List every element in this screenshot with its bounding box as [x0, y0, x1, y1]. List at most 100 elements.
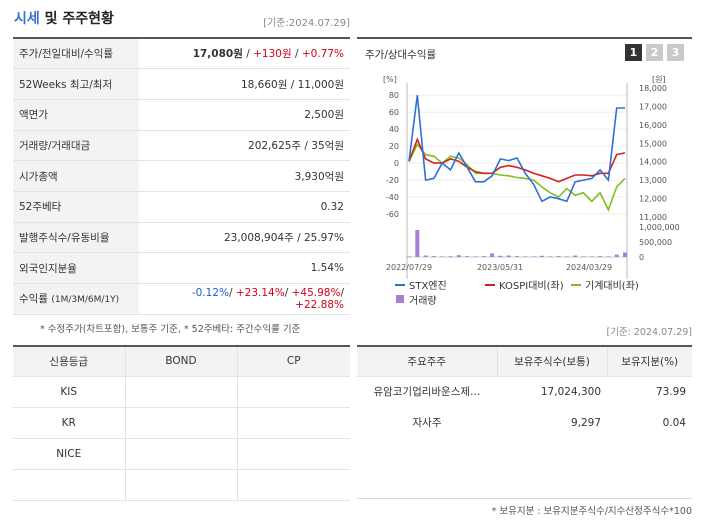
- section-title-sub: 및 주주현황: [39, 11, 114, 27]
- section-header: 시세 및 주주현황 [기준:2024.07.29]: [14, 8, 350, 36]
- col-header: 주요주주: [357, 345, 498, 377]
- cp-rating: [237, 469, 350, 501]
- volume-bar: [506, 255, 511, 257]
- bond-rating: [125, 469, 238, 501]
- row-value: 2,500원: [139, 99, 350, 131]
- table-row: 액면가 2,500원: [13, 99, 350, 131]
- right-tick-label: 14,000: [639, 158, 667, 167]
- separator: /: [228, 286, 236, 299]
- chart-tab-3[interactable]: 3: [667, 44, 684, 61]
- market-info-table: 주가/전일대비/수익률 17,080원 / +130원 / +0.77% 52W…: [13, 37, 350, 315]
- right-tick-label: 13,000: [639, 176, 667, 185]
- row-label: 액면가: [13, 99, 139, 131]
- right-tick-label: 11,000: [639, 213, 667, 222]
- returns-values: -0.12%/ +23.14%/ +45.98%/ +22.88%: [139, 283, 350, 315]
- table-row: 자사주 9,297 0.04: [357, 407, 692, 438]
- volume-bar: [581, 256, 586, 257]
- returns-label: 수익률: [19, 293, 48, 306]
- chart-tab-1[interactable]: 1: [625, 44, 642, 61]
- agency: [13, 469, 126, 501]
- bond-rating: [125, 376, 238, 408]
- volume-bar: [490, 253, 495, 257]
- left-tick-label: -40: [386, 193, 399, 202]
- table-header-row: 신용등급 BOND CP: [13, 345, 350, 377]
- right-axis-unit: [원]: [652, 75, 666, 84]
- left-tick-label: 80: [389, 91, 399, 100]
- chart-tab-2[interactable]: 2: [646, 44, 663, 61]
- volume-bar: [415, 230, 420, 257]
- row-value: 202,625주 / 35억원: [139, 130, 350, 162]
- volume-bar: [606, 256, 611, 257]
- left-tick-label: 60: [389, 108, 399, 117]
- volume-bar: [473, 256, 478, 257]
- reference-date-2: [기준: 2024.07.29]: [606, 327, 692, 338]
- table-row: 시가총액 3,930억원: [13, 160, 350, 192]
- separator: /: [284, 286, 292, 299]
- col-header: 신용등급: [13, 345, 126, 377]
- row-label: 발행주식수/유동비율: [13, 222, 139, 254]
- volume-bar: [431, 256, 436, 257]
- row-value: 3,930억원: [139, 160, 350, 192]
- table-row: KIS: [13, 376, 350, 408]
- row-value: 23,008,904주 / 25.97%: [139, 222, 350, 254]
- row-label: 주가/전일대비/수익률: [13, 37, 139, 70]
- table-row: 발행주식수/유동비율 23,008,904주 / 25.97%: [13, 222, 350, 254]
- holder-shares: 17,024,300: [540, 385, 601, 398]
- holder-shares: 9,297: [570, 416, 601, 429]
- volume-bar: [448, 256, 453, 257]
- table-row: 거래량/거래대금 202,625주 / 35억원: [13, 130, 350, 162]
- table-row: 52주베타 0.32: [13, 191, 350, 223]
- volume-bar: [573, 255, 578, 257]
- volume-bar: [556, 256, 561, 257]
- return-3m: +23.14%: [235, 286, 285, 299]
- price-return-chart: [%] [원] 80 60 40 20 0 -20 -40 -60 18,000 17,000 16,0…: [383, 75, 680, 307]
- table-header-row: 주요주주 보유주식수(보통) 보유지분(%): [357, 345, 692, 377]
- volume-bar: [465, 256, 470, 257]
- price-change: +130원: [253, 48, 292, 61]
- row-label: 시가총액: [13, 160, 139, 192]
- volume-bar: [564, 256, 569, 257]
- right-tick-label: 17,000: [639, 102, 667, 111]
- table-row: 수익률 (1M/3M/6M/1Y) -0.12%/ +23.14%/ +45.9…: [13, 283, 350, 315]
- left-tick-label: 0: [394, 159, 399, 168]
- returns-label-sub: (1M/3M/6M/1Y): [51, 295, 120, 306]
- return-6m: +45.98%: [291, 286, 341, 299]
- series-stx-line: [408, 95, 625, 203]
- holder-name: 유암코기업리바운스제…: [373, 386, 481, 399]
- agency: NICE: [13, 438, 126, 470]
- right-tick-label: 15,000: [639, 139, 667, 148]
- left-tick-label: -60: [386, 210, 399, 219]
- row-label: 외국인지분율: [13, 252, 139, 284]
- right-tick-label: 12,000: [639, 195, 667, 204]
- row-label: 수익률 (1M/3M/6M/1Y): [13, 283, 139, 315]
- reference-date: [기준:2024.07.29]: [263, 18, 350, 29]
- return-1y: +22.88%: [295, 298, 344, 311]
- row-label: 거래량/거래대금: [13, 130, 139, 162]
- footnote-holders: * 보유지분 : 보유지분주식수/지수산정주식수*100: [491, 506, 692, 517]
- volume-bar: [407, 256, 411, 257]
- bond-rating: [125, 438, 238, 470]
- volume-bar: [598, 256, 603, 257]
- cp-rating: [237, 438, 350, 470]
- bond-rating: [125, 407, 238, 439]
- credit-rating-table: 신용등급 BOND CP KIS KR NICE: [13, 345, 350, 501]
- left-axis-unit: [%]: [383, 75, 397, 84]
- table-row: 외국인지분율 1.54%: [13, 252, 350, 284]
- chart-panel: 주가/상대수익률 1 2 3 [%] [원] 80 60 40 20 0 -20 -40 -60 1…: [357, 37, 692, 313]
- right-tick-label: 18,000: [639, 84, 667, 93]
- row-value: 1.54%: [139, 252, 350, 284]
- legend-swatch: [396, 295, 404, 303]
- holder-pct: 0.04: [662, 416, 686, 429]
- row-label: 52주베타: [13, 191, 139, 223]
- volume-tick-label: 1,000,000: [639, 223, 680, 232]
- volume-bar: [440, 256, 445, 257]
- col-header: BOND: [125, 345, 238, 377]
- agency: KIS: [13, 376, 126, 408]
- volume-bar: [481, 256, 486, 257]
- volume-bar: [523, 256, 528, 257]
- volume-bar: [539, 255, 544, 257]
- col-header: 보유지분(%): [607, 345, 692, 377]
- legend-label: KOSPI대비(좌): [499, 280, 564, 292]
- volume-bar: [589, 256, 594, 257]
- col-header: 보유주식수(보통): [497, 345, 608, 377]
